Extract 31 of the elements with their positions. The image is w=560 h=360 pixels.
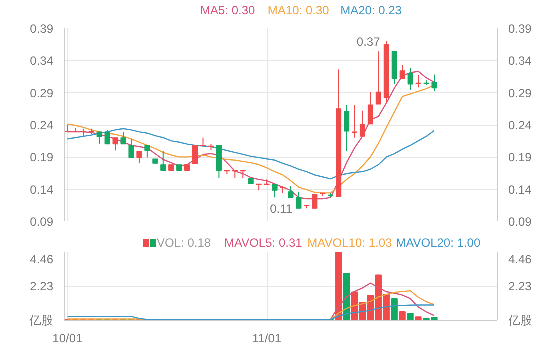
- y-tick-label: 4.46: [30, 252, 54, 266]
- y2-tick-label: 0.29: [508, 86, 532, 100]
- y-tick-label: 0.19: [30, 150, 54, 165]
- x-tick-label: 11/01: [252, 332, 282, 346]
- text: MAVOL5: 0.31: [224, 236, 303, 250]
- text: MAVOL20: 1.00: [396, 236, 481, 250]
- text: MAVOL10: 1.03: [308, 236, 392, 250]
- y-tick-label: 0.39: [30, 22, 54, 36]
- y2-tick-label: 2.23: [508, 280, 532, 294]
- text: MA10: 0.30: [268, 4, 330, 18]
- y-tick-label: 亿股: [28, 314, 54, 328]
- y-tick-label: 0.14: [30, 182, 54, 197]
- annotation: 0.37: [356, 34, 381, 49]
- legend-label: VOL: 0.18: [157, 236, 212, 250]
- y2-tick-label: 0.14: [508, 182, 532, 197]
- y2-tick-label: 0.39: [508, 22, 532, 36]
- y2-tick-label: 4.46: [508, 252, 532, 266]
- y-tick-label: 0.24: [30, 118, 54, 132]
- y2-tick-label: 0.24: [508, 118, 532, 132]
- text: MA20: 0.23: [340, 4, 402, 18]
- y2-tick-label: 0.19: [508, 150, 532, 165]
- y2-tick-label: 0.09: [508, 215, 532, 229]
- text: MA5: 0.30: [200, 4, 256, 18]
- y2-tick-label: 亿股: [508, 314, 532, 328]
- y-tick-label: 0.29: [30, 86, 54, 100]
- y-tick-label: 0.34: [30, 54, 54, 68]
- y2-tick-label: 0.34: [508, 54, 532, 68]
- y-tick-label: 0.09: [30, 215, 54, 229]
- y-tick-label: 2.23: [30, 280, 54, 294]
- x-tick-label: 10/01: [52, 332, 84, 346]
- annotation: 0.11: [270, 202, 293, 216]
